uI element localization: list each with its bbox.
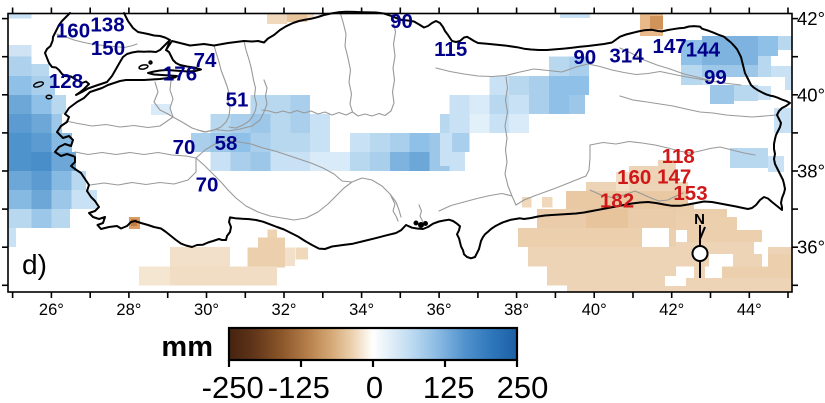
svg-text:128: 128 bbox=[49, 70, 83, 93]
svg-text:40°: 40° bbox=[797, 84, 825, 105]
svg-text:147: 147 bbox=[657, 166, 691, 189]
svg-text:32°: 32° bbox=[272, 301, 297, 319]
svg-text:90: 90 bbox=[573, 46, 596, 69]
svg-text:314: 314 bbox=[609, 45, 644, 68]
svg-text:30°: 30° bbox=[194, 301, 219, 319]
svg-text:44°: 44° bbox=[737, 301, 762, 319]
svg-text:115: 115 bbox=[434, 38, 467, 61]
svg-text:250: 250 bbox=[497, 370, 549, 403]
svg-text:51: 51 bbox=[226, 89, 249, 112]
svg-text:99: 99 bbox=[704, 66, 727, 89]
svg-text:90: 90 bbox=[390, 10, 413, 33]
svg-text:40°: 40° bbox=[582, 301, 607, 319]
svg-text:-250: -250 bbox=[202, 370, 264, 403]
svg-text:0: 0 bbox=[366, 370, 383, 403]
svg-text:70: 70 bbox=[173, 136, 196, 159]
svg-text:26°: 26° bbox=[39, 301, 64, 319]
svg-text:160: 160 bbox=[617, 166, 651, 189]
svg-text:150: 150 bbox=[91, 37, 125, 60]
svg-text:160: 160 bbox=[56, 20, 90, 43]
svg-text:70: 70 bbox=[196, 174, 219, 197]
svg-text:118: 118 bbox=[662, 145, 695, 168]
svg-text:38°: 38° bbox=[797, 161, 825, 182]
svg-text:mm: mm bbox=[161, 331, 213, 363]
svg-text:34°: 34° bbox=[349, 301, 374, 319]
svg-text:38°: 38° bbox=[504, 301, 529, 319]
svg-text:182: 182 bbox=[600, 189, 634, 212]
svg-text:-125: -125 bbox=[268, 370, 330, 403]
svg-text:28°: 28° bbox=[116, 301, 141, 319]
svg-text:125: 125 bbox=[423, 370, 475, 403]
svg-text:d): d) bbox=[22, 249, 47, 280]
svg-text:36°: 36° bbox=[427, 301, 452, 319]
svg-text:42°: 42° bbox=[659, 301, 684, 319]
svg-text:42°: 42° bbox=[797, 8, 825, 29]
svg-text:153: 153 bbox=[673, 182, 707, 205]
svg-text:144: 144 bbox=[686, 39, 721, 62]
svg-text:36°: 36° bbox=[797, 237, 825, 258]
svg-text:176: 176 bbox=[163, 63, 197, 86]
svg-text:N: N bbox=[694, 211, 705, 228]
svg-text:74: 74 bbox=[194, 49, 217, 72]
svg-text:58: 58 bbox=[215, 132, 238, 155]
svg-text:138: 138 bbox=[90, 14, 124, 37]
svg-text:147: 147 bbox=[652, 35, 686, 58]
